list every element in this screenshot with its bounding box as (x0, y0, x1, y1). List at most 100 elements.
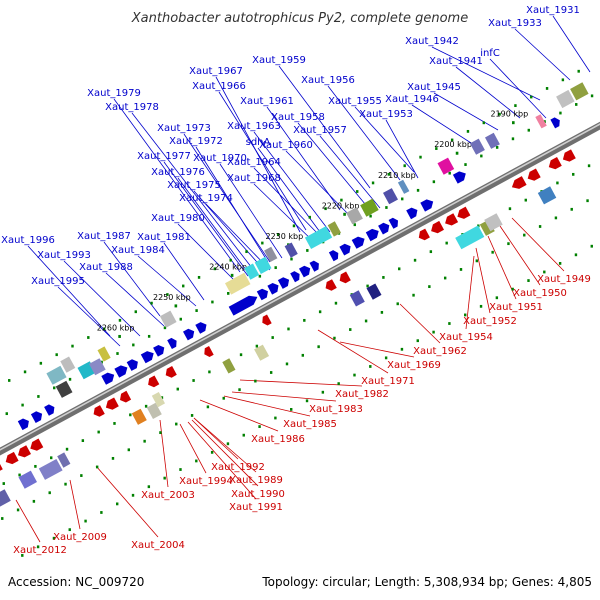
track-dot (290, 257, 293, 261)
gene-label-reverse: Xaut_1950 (513, 288, 567, 299)
track-dot (448, 322, 451, 325)
track-dot (561, 78, 565, 82)
gene-glyph (140, 351, 154, 364)
ruler-tick (343, 212, 346, 216)
track-dot (511, 287, 514, 291)
track-dot (464, 163, 467, 166)
track-dot (416, 339, 419, 343)
track-dot (81, 439, 85, 443)
gene-glyph (262, 314, 272, 326)
track-dot (16, 508, 20, 512)
track-dot (301, 353, 305, 357)
track-dot (242, 433, 245, 437)
track-dot (306, 249, 309, 252)
gene-glyph (183, 328, 195, 341)
track-dot (160, 396, 164, 400)
leader-line-reverse (487, 235, 517, 300)
leader-line-forward (278, 65, 371, 189)
track-dot (269, 371, 273, 374)
gene-glyph (420, 199, 434, 212)
track-dot (195, 309, 198, 312)
track-dot (459, 268, 463, 271)
track-dot (514, 104, 517, 108)
gene-label-forward: Xaut_1984 (111, 245, 165, 256)
gene-glyph (339, 243, 351, 256)
leader-line-forward (177, 177, 253, 279)
track-dot (317, 345, 320, 349)
leader-line-reverse (15, 499, 41, 543)
ruler-label: 2220 kbp (322, 201, 360, 210)
track-dot (245, 250, 248, 254)
leader-line-reverse (187, 421, 257, 500)
gene-glyph (225, 272, 251, 295)
track-dot (71, 344, 74, 348)
leader-line-forward (105, 272, 165, 327)
gene-label-forward: Xaut_1957 (293, 125, 347, 136)
gene-labels: Xaut_1931 Xaut_1933 Xaut_1942 infCXaut_1941… (1, 5, 591, 556)
kbp-ticks (1, 69, 594, 557)
track-dot (2, 482, 5, 485)
gene-label-forward: Xaut_1977 (137, 151, 191, 162)
track-dot (432, 180, 436, 184)
track-dot (364, 319, 368, 323)
track-dot (147, 334, 151, 338)
leader-lines (15, 15, 591, 543)
track-dot (113, 422, 116, 425)
gene-glyph (165, 366, 177, 378)
leader-line-forward (253, 167, 321, 237)
track-dot (226, 442, 230, 446)
gene-glyph (17, 418, 29, 431)
track-dot (308, 215, 311, 219)
ruler-label: 2260 kbp (97, 323, 135, 332)
track-dot (590, 94, 594, 98)
gene-label-forward: Xaut_1976 (151, 167, 205, 178)
gene-label-reverse: Xaut_1969 (387, 360, 441, 371)
track-dot (419, 155, 422, 159)
gene-glyph (195, 322, 207, 334)
track-dot (356, 190, 359, 193)
leader-line-forward (514, 28, 571, 81)
leader-line-forward (219, 163, 283, 259)
gene-glyph (378, 222, 390, 235)
gene-label-reverse: Xaut_1962 (413, 346, 467, 357)
gene-label-forward: Xaut_1956 (301, 75, 355, 86)
gene-label-forward: Xaut_1996 (1, 235, 55, 246)
gene-label-forward: Xaut_1968 (227, 173, 281, 184)
backbone-line (0, 121, 600, 456)
gene-label-reverse: Xaut_2012 (13, 545, 67, 556)
gene-label-forward: Xaut_1987 (77, 231, 131, 242)
leader-line-forward (319, 135, 381, 209)
leader-line-reverse (179, 423, 207, 474)
leader-line-reverse (159, 419, 169, 488)
leader-line-forward (195, 146, 269, 263)
track-dot (495, 296, 499, 300)
gene-label-forward: sdhA (246, 137, 271, 148)
leader-line-reverse (191, 419, 259, 487)
track-dot (116, 502, 119, 506)
ruler-label: 2200 kbp (434, 140, 472, 149)
track-dot (305, 399, 309, 403)
leader-line-reverse (511, 217, 565, 272)
gene-label-reverse: Xaut_1951 (489, 302, 543, 313)
leader-line-forward (385, 119, 419, 179)
track-dot (32, 499, 36, 503)
track-dot (100, 511, 103, 514)
track-dot (432, 330, 435, 334)
track-dot (271, 336, 274, 339)
track-dot (400, 347, 404, 351)
track-dot (36, 545, 40, 549)
track-dot (227, 292, 230, 295)
gene-glyph (151, 392, 165, 408)
track-dot (50, 456, 53, 460)
track-dot (403, 164, 406, 168)
track-dot (369, 365, 372, 368)
track-dot (195, 459, 198, 463)
track-dot (255, 344, 259, 348)
track-dot (349, 328, 352, 331)
track-dot (111, 456, 115, 460)
track-dot (84, 519, 87, 523)
gene-label-forward: Xaut_1963 (227, 121, 281, 132)
track-dot (495, 145, 499, 149)
track-dot (543, 120, 546, 124)
leader-line-reverse (317, 329, 389, 374)
